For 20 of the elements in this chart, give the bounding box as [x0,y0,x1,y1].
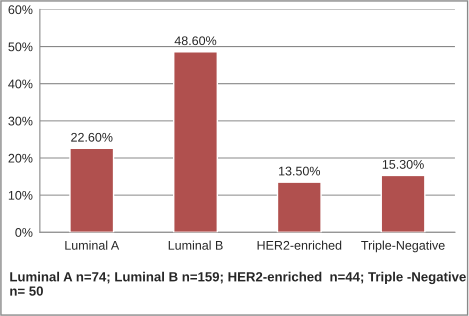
text: Luminal A n=74; Luminal B n=159; HER2-enriched n=44; Triple -Negative n= 50 [10,272,466,296]
bar [276,181,322,232]
data-label: 13.50% [279,166,320,176]
x-tick-label: Luminal A [65,240,120,250]
x-tick-label: Triple-Negative [361,240,445,252]
data-label: 48.60% [174,36,216,46]
bar [380,174,426,232]
y-tick-label: 20% [8,154,32,163]
x-tick-label: Luminal B [168,240,223,250]
y-tick-label: 30% [8,116,32,126]
y-tick-label: 10% [8,190,32,200]
bar [69,148,114,232]
bar [173,51,218,232]
data-label: 22.60% [71,132,112,142]
y-tick-label: 0% [15,228,32,237]
y-tick-label: 50% [8,42,32,52]
data-label: 15.30% [382,160,424,169]
y-tick-label: 40% [8,80,32,88]
y-tick-label: 60% [8,5,32,14]
x-tick-label: HER2-enriched [258,240,342,250]
